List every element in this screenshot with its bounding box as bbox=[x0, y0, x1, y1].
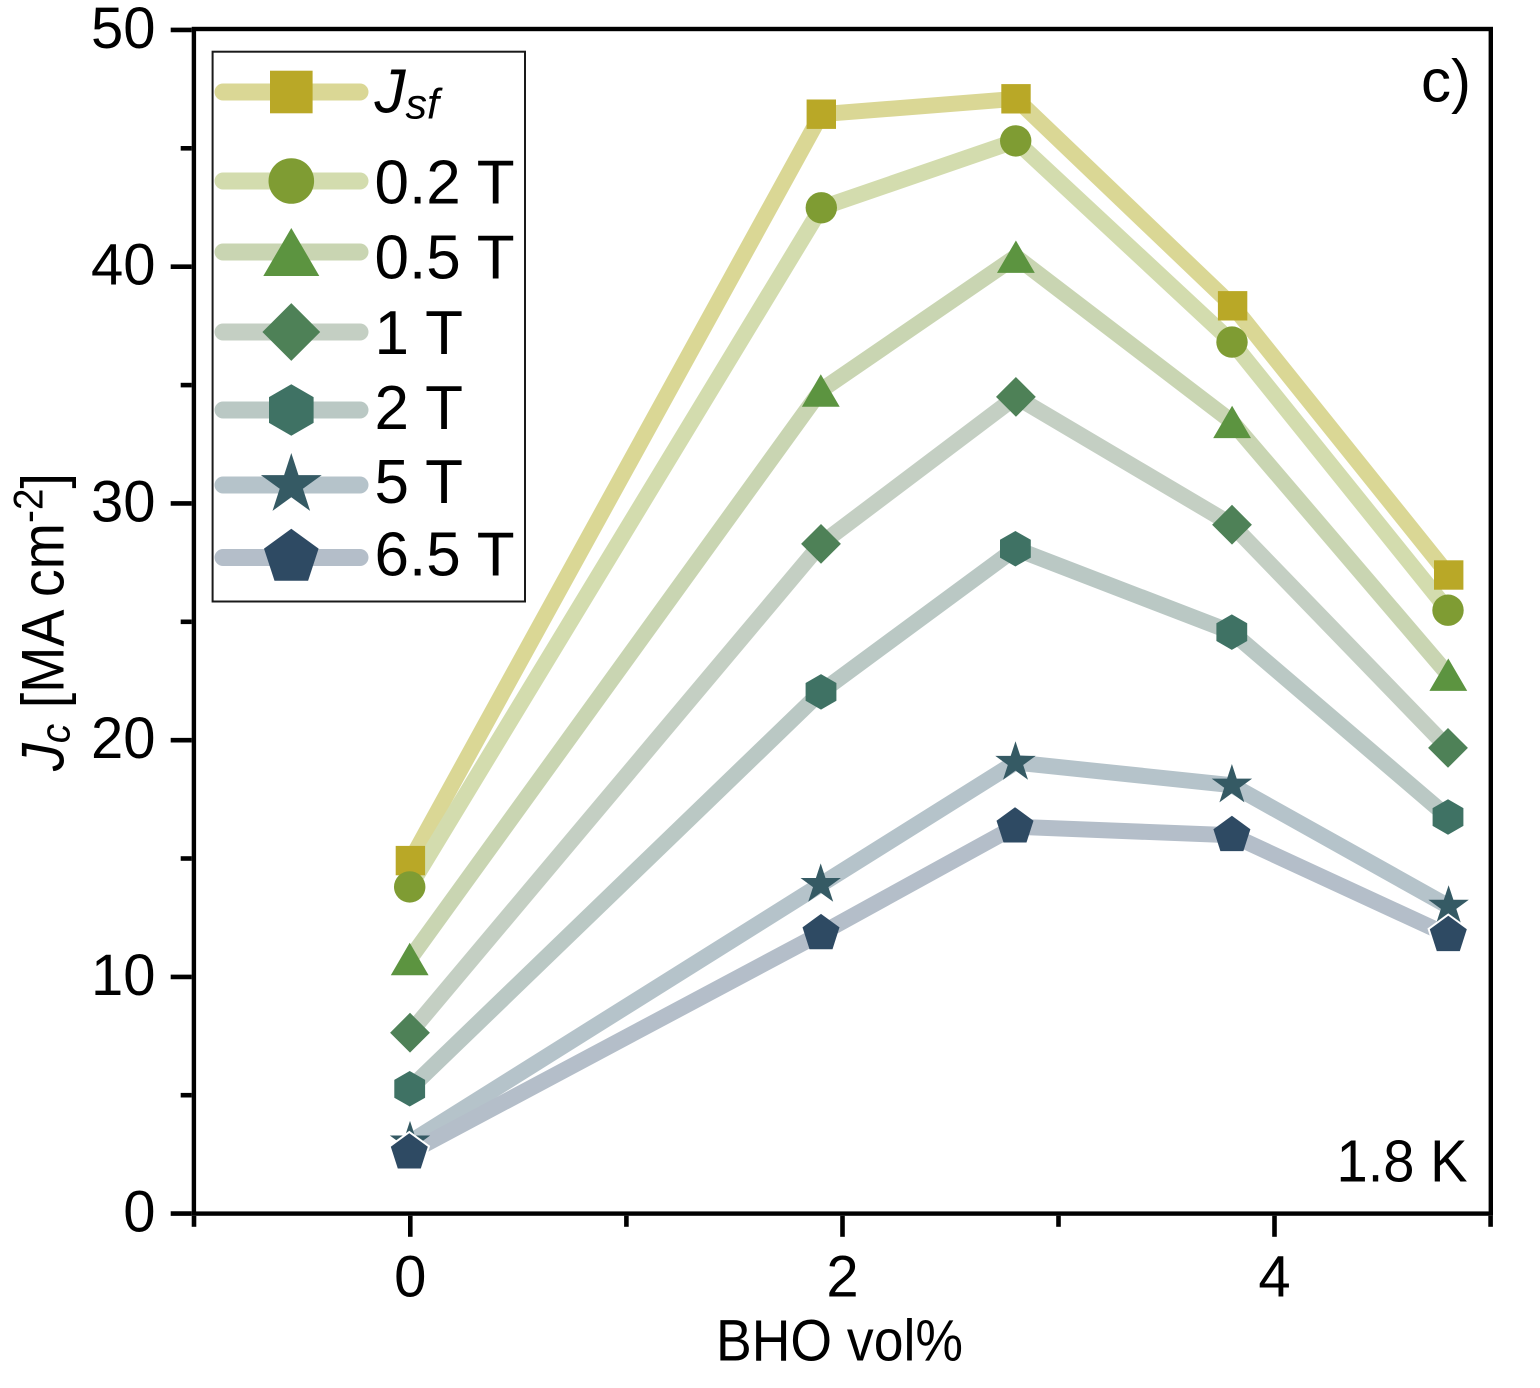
svg-text:50: 50 bbox=[91, 0, 156, 61]
svg-text:6.5 T: 6.5 T bbox=[375, 521, 515, 590]
svg-text:2 T: 2 T bbox=[375, 374, 463, 443]
svg-text:30: 30 bbox=[91, 469, 156, 534]
svg-text:0.2 T: 0.2 T bbox=[375, 149, 515, 218]
svg-text:2: 2 bbox=[826, 1244, 858, 1309]
svg-text:1 T: 1 T bbox=[375, 299, 463, 368]
svg-text:0: 0 bbox=[394, 1244, 426, 1309]
svg-text:40: 40 bbox=[91, 233, 156, 298]
svg-text:1.8 K: 1.8 K bbox=[1337, 1129, 1468, 1195]
svg-text:Jsf: Jsf bbox=[374, 58, 444, 129]
svg-text:10: 10 bbox=[91, 943, 156, 1008]
svg-text:BHO vol%: BHO vol% bbox=[716, 1309, 963, 1374]
svg-text:Jc [MA cm-2]: Jc [MA cm-2] bbox=[5, 473, 79, 772]
svg-text:c): c) bbox=[1421, 48, 1471, 115]
svg-text:20: 20 bbox=[91, 706, 156, 771]
svg-text:5 T: 5 T bbox=[375, 448, 463, 517]
svg-text:4: 4 bbox=[1258, 1244, 1290, 1309]
svg-text:0: 0 bbox=[123, 1180, 155, 1245]
svg-text:0.5 T: 0.5 T bbox=[375, 223, 515, 292]
